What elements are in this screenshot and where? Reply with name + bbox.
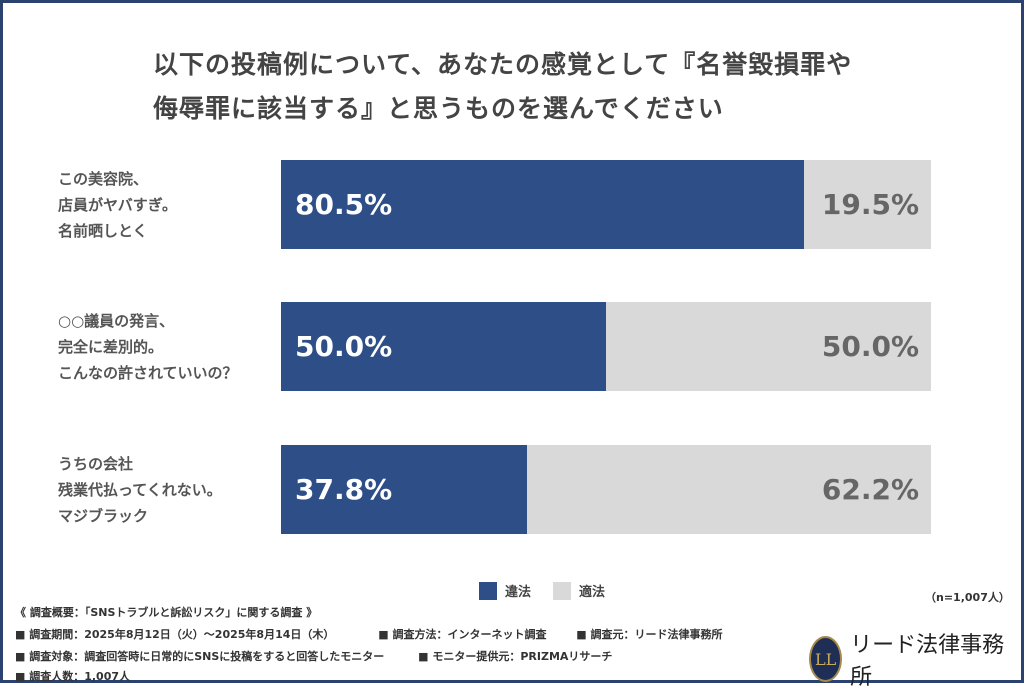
data-label-illegal: 80.5% [295, 188, 393, 221]
legend-swatch-illegal [479, 581, 497, 600]
sample-size: （n=1,007人） [925, 591, 1010, 604]
row-label-line: この美容院、 [58, 170, 149, 188]
data-label-illegal: 37.8% [295, 473, 393, 506]
row-label-line: こんなの許されていいの？ [58, 364, 238, 382]
bar-row: 80.5% 19.5% [281, 160, 931, 249]
survey-target: ■ 調査対象：調査回答時に日常的にSNSに投稿をすると回答したモニター [15, 650, 385, 663]
logo-emblem: LL [809, 636, 843, 682]
survey-heading: 《 調査概要：「SNSトラブルと訴訟リスク」に関する調査 》 [15, 606, 318, 619]
data-label-legal: 62.2% [821, 473, 919, 506]
bar-row: 50.0% 50.0% [281, 302, 931, 391]
survey-method: ■ 調査方法：インターネット調査 [378, 628, 547, 641]
row-label: ○○議員の発言、 完全に差別的。こんなの許されていいの？ [58, 308, 278, 386]
survey-provider: ■ モニター提供元：PRIZMAリサーチ [418, 650, 613, 663]
row-label-line: 残業代払ってくれない。 [58, 481, 222, 499]
bar-legal [526, 445, 931, 534]
legend-swatch-legal [553, 581, 572, 600]
row-label-line: 完全に差別的。 [58, 338, 164, 356]
survey-source: ■ 調査元：リード法律事務所 [576, 628, 723, 641]
data-label-illegal: 50.0% [295, 330, 393, 363]
survey-period: ■ 調査期間：2025年8月12日（火）～2025年8月14日（木） [15, 628, 335, 641]
row-label-line: マジブラック [58, 507, 149, 525]
bar-legal [606, 302, 931, 391]
survey-count: ■ 調査人数：1,007人 [15, 670, 131, 683]
title-line-2: 侮辱罪に該当する』と思うものを選んでください [153, 94, 724, 123]
chart-title: 以下の投稿例について、あなたの感覚として『名誉毀損罪や 侮辱罪に該当する』と思う… [153, 43, 893, 131]
title-line-1: 以下の投稿例について、あなたの感覚として『名誉毀損罪や [153, 50, 853, 79]
data-label-legal: 19.5% [821, 188, 919, 221]
row-label-line: 店員がヤバすぎ。 [58, 196, 177, 214]
row-label-line: 名前晒しとく [58, 222, 148, 240]
bar-legal [804, 160, 931, 249]
row-label: この美容院、店員がヤバすぎ。 名前晒しとく [58, 166, 278, 244]
legend-label-legal: 適法 [579, 585, 606, 600]
legend: 違法 適法 [479, 581, 605, 600]
row-label-line: ○○議員の発言、 [58, 312, 175, 330]
bar-illegal [281, 160, 805, 249]
legend-label-illegal: 違法 [505, 585, 532, 600]
data-label-legal: 50.0% [821, 330, 919, 363]
logo-text: リード法律事務所 [850, 633, 1005, 690]
row-label-line: うちの会社 [58, 455, 134, 473]
bar-illegal [281, 445, 527, 534]
law-firm-logo: LL リード法律事務所 [809, 627, 1021, 691]
bar-illegal [281, 302, 606, 391]
row-label: うちの会社残業代払ってくれない。 マジブラック [58, 451, 278, 529]
bar-row: 37.8% 62.2% [281, 445, 931, 534]
